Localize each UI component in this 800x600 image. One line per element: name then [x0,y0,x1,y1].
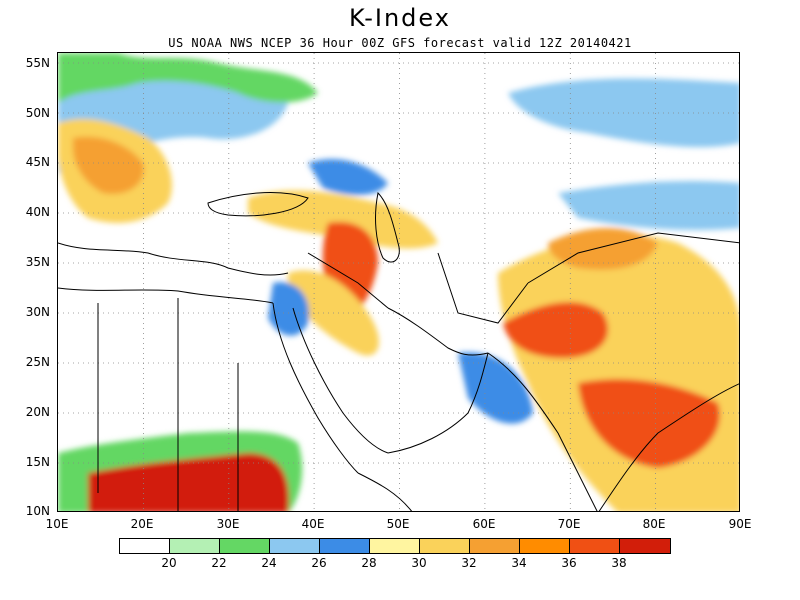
lat-label-35n: 35N [25,255,50,269]
lon-label-80e: 80E [642,517,666,531]
legend-swatch-28-30 [370,539,420,553]
shade-arabian-sea-blue [458,352,533,424]
lat-label-45n: 45N [25,155,50,169]
coast-india-east [598,383,739,511]
legend-swatch-32-34 [470,539,520,553]
legend-label-30: 30 [411,556,427,570]
map-coastlines [58,191,739,511]
legend-swatch-lt20 [120,539,170,553]
lat-label-40n: 40N [25,205,50,219]
coast-horn-africa [357,472,413,511]
legend-swatch-36-38 [570,539,620,553]
border-africa-1 [97,298,239,511]
legend-swatch-gt38 [620,539,670,553]
legend-swatch-34-36 [520,539,570,553]
coast-red-sea-west [272,302,359,474]
coast-black-sea [207,192,309,217]
lon-label-50e: 50E [386,517,410,531]
coast-persian-gulf [387,307,489,356]
lon-label-10e: 10E [45,517,69,531]
legend-swatch-26-28 [320,539,370,553]
border-asia [527,232,739,284]
coast-red-sea-east [292,307,389,454]
legend-swatch-30-32 [420,539,470,553]
legend-label-26: 26 [311,556,327,570]
lat-label-20n: 20N [25,405,50,419]
map-panel [57,52,740,512]
lon-label-60e: 60E [472,517,496,531]
legend-label-34: 34 [511,556,527,570]
shade-turkey [248,190,438,249]
lat-label-10n: 10N [25,504,50,518]
lat-label-15n: 15N [25,455,50,469]
lon-label-30e: 30E [216,517,240,531]
k-index-map [58,53,739,511]
lat-label-30n: 30N [25,305,50,319]
map-subtitle: US NOAA NWS NCEP 36 Hour 00Z GFS forecas… [168,36,632,50]
lon-label-90e: 90E [728,517,752,531]
legend-label-20: 20 [161,556,177,570]
legend-label-28: 28 [361,556,377,570]
lat-label-50n: 50N [25,106,50,120]
coast-india [487,352,598,511]
lon-label-70e: 70E [557,517,581,531]
shade-himalaya [548,228,658,270]
legend-label-38: 38 [611,556,627,570]
shade-europe-green [58,53,318,103]
shade-iran-blue [268,282,309,336]
shade-mongolia [558,181,739,230]
legend-swatch-20-22 [170,539,220,553]
lon-label-40e: 40E [301,517,325,531]
coast-arabia-south [387,352,489,454]
legend-label-32: 32 [461,556,477,570]
shade-south-asia [498,234,739,511]
shade-balkans-core [73,136,144,194]
shade-india-central [578,379,720,468]
shade-pakistan-core [503,302,609,358]
map-title: K-Index [349,4,451,32]
lon-label-20e: 20E [130,517,154,531]
legend-swatch-24-26 [270,539,320,553]
shade-africa-core [88,453,289,511]
legend-label-36: 36 [561,556,577,570]
shade-caucasus [308,159,388,195]
coast-caspian [375,191,400,263]
legend-label-24: 24 [261,556,277,570]
coast-mediterranean [58,242,289,276]
map-grid [58,53,739,511]
border-mideast [307,252,529,324]
coast-north-africa [58,287,274,304]
k-index-shading [58,53,739,511]
lat-label-25n: 25N [25,355,50,369]
color-legend [119,538,671,554]
legend-label-22: 22 [211,556,227,570]
lat-label-55n: 55N [25,56,50,70]
legend-swatch-22-24 [220,539,270,553]
